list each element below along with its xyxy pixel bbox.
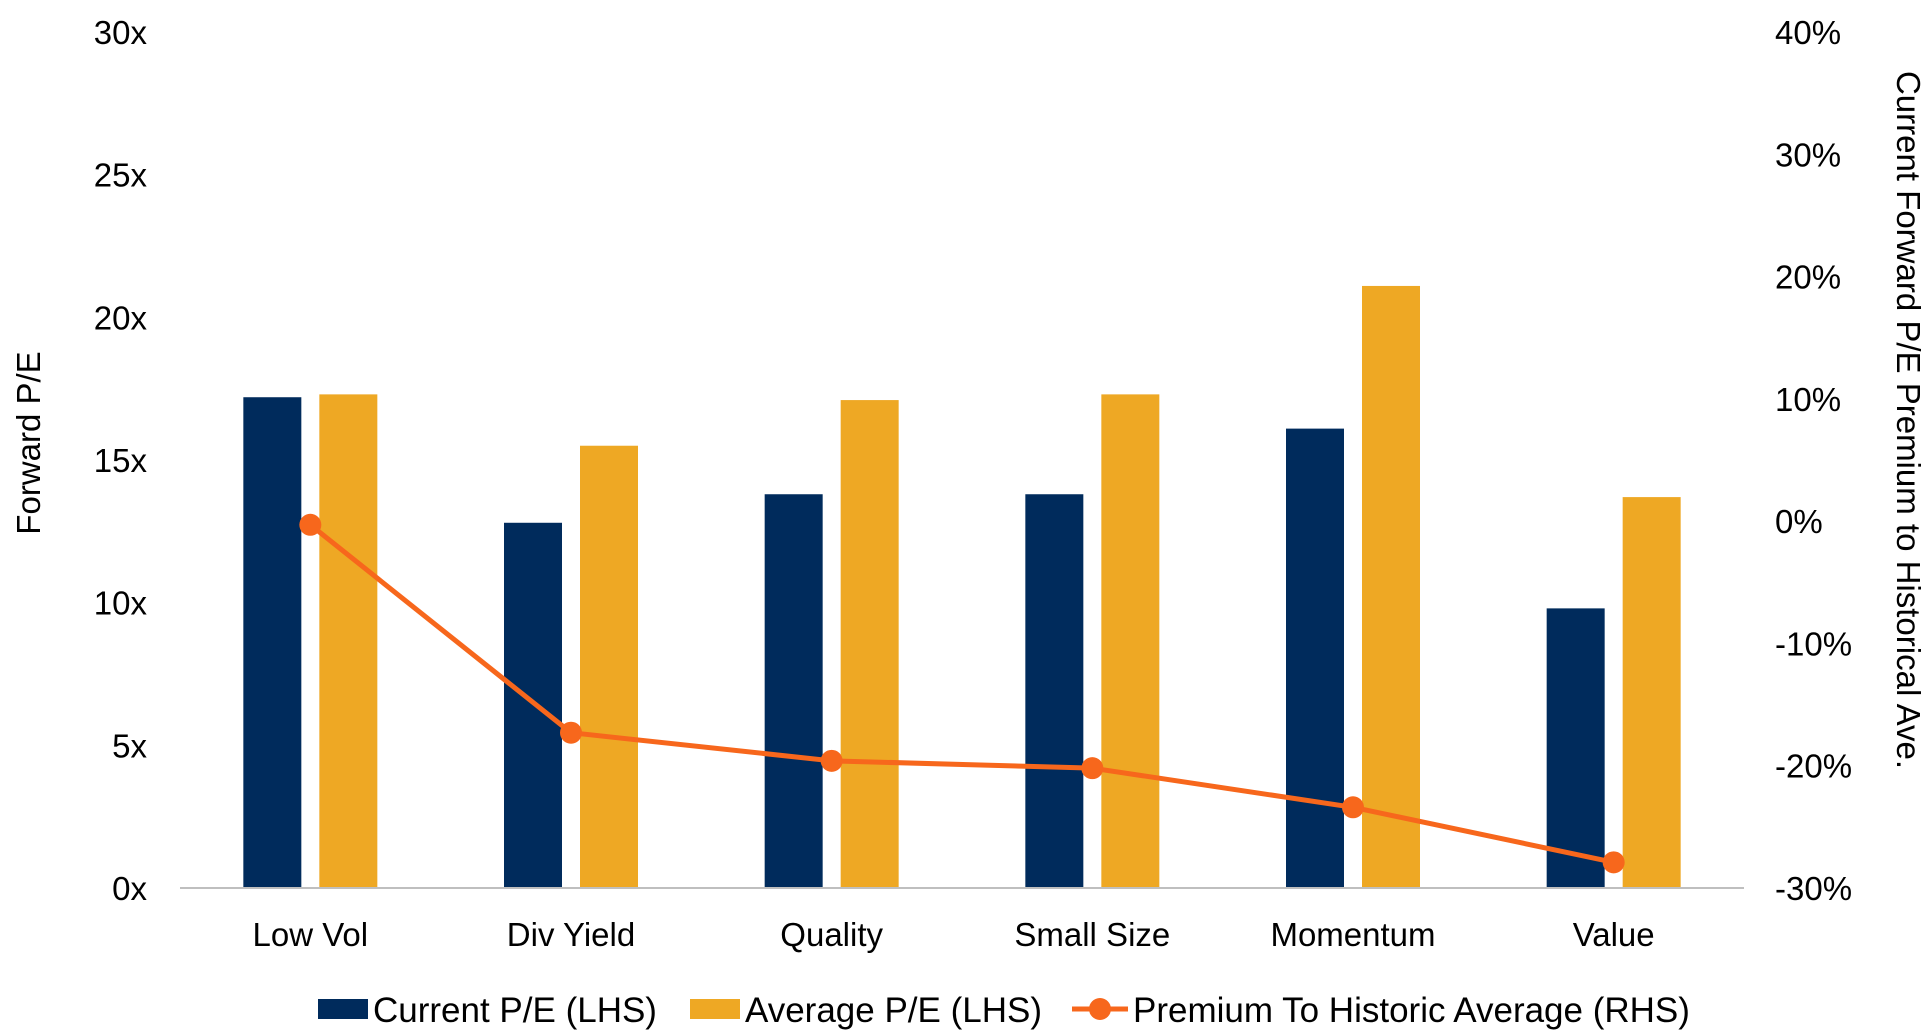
premium-point [820, 749, 843, 772]
bar-average-pe [1622, 497, 1681, 888]
right-tick-label: -10% [1775, 625, 1852, 662]
legend: Current P/E (LHS) Average P/E (LHS) Prem… [318, 991, 1690, 1030]
bar-current-pe [1025, 494, 1084, 888]
legend-swatch-current-pe [318, 999, 368, 1019]
category-label: Momentum [1270, 916, 1435, 953]
bar-average-pe [1101, 394, 1160, 888]
right-tick-label: -30% [1775, 870, 1852, 907]
bar-average-pe [580, 445, 638, 888]
left-tick-label: 30x [94, 14, 148, 51]
right-tick-label: 0% [1775, 503, 1823, 540]
category-label: Quality [780, 916, 883, 953]
right-tick-label: 20% [1775, 259, 1841, 296]
premium-point [1342, 796, 1364, 819]
right-axis-ticks: -30% -20% -10% 0% 10% 20% 30% 40% [1775, 14, 1852, 907]
premium-point [1602, 851, 1625, 874]
bar-average-pe [319, 394, 378, 888]
category-labels: Low Vol Div Yield Quality Small Size Momentu… [253, 916, 1655, 953]
legend-label-current-pe: Current P/E (LHS) [373, 991, 657, 1030]
bar-current-pe [764, 494, 823, 888]
premium-line-series [299, 513, 1625, 874]
left-tick-label: 20x [94, 299, 148, 336]
left-axis-ticks: 0x 5x 10x 15x 20x 25x 30x [94, 14, 148, 907]
bar-average-pe [1362, 285, 1420, 888]
category-label: Low Vol [253, 916, 369, 953]
legend-swatch-average-pe [690, 999, 740, 1019]
legend-label-average-pe: Average P/E (LHS) [745, 991, 1042, 1030]
right-tick-label: 30% [1775, 136, 1841, 173]
right-tick-label: 10% [1775, 381, 1841, 418]
left-tick-label: 0x [112, 870, 147, 907]
legend-marker-premium [1089, 998, 1111, 1020]
right-tick-label: 40% [1775, 14, 1841, 51]
premium-point [560, 721, 582, 744]
left-tick-label: 25x [94, 157, 148, 194]
bar-current-pe [1546, 608, 1605, 888]
bar-average-pe [840, 400, 899, 888]
bars [243, 285, 1681, 888]
left-tick-label: 5x [112, 727, 147, 764]
category-label: Value [1573, 916, 1655, 953]
category-label: Small Size [1014, 916, 1170, 953]
bar-current-pe [243, 397, 302, 888]
left-tick-label: 15x [94, 442, 148, 479]
right-axis-title: Current Forward P/E Premium to Historica… [1890, 71, 1927, 769]
premium-point [299, 513, 322, 536]
bar-current-pe [1286, 428, 1344, 888]
premium-point [1081, 757, 1104, 780]
left-axis-title: Forward P/E [10, 351, 47, 534]
legend-label-premium: Premium To Historic Average (RHS) [1133, 991, 1690, 1030]
right-tick-label: -20% [1775, 748, 1852, 785]
left-tick-label: 10x [94, 585, 148, 622]
category-label: Div Yield [507, 916, 635, 953]
premium-line [308, 522, 1615, 865]
